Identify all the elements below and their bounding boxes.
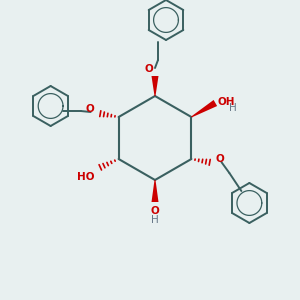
Text: OH: OH: [218, 97, 235, 107]
Text: H: H: [230, 103, 237, 113]
Polygon shape: [152, 180, 158, 202]
Text: O: O: [86, 104, 94, 114]
Text: O: O: [145, 64, 153, 74]
Text: H: H: [151, 215, 159, 225]
Text: O: O: [151, 206, 159, 216]
Polygon shape: [191, 100, 217, 117]
Polygon shape: [152, 76, 158, 96]
Text: O: O: [215, 154, 224, 164]
Text: HO: HO: [77, 172, 94, 182]
